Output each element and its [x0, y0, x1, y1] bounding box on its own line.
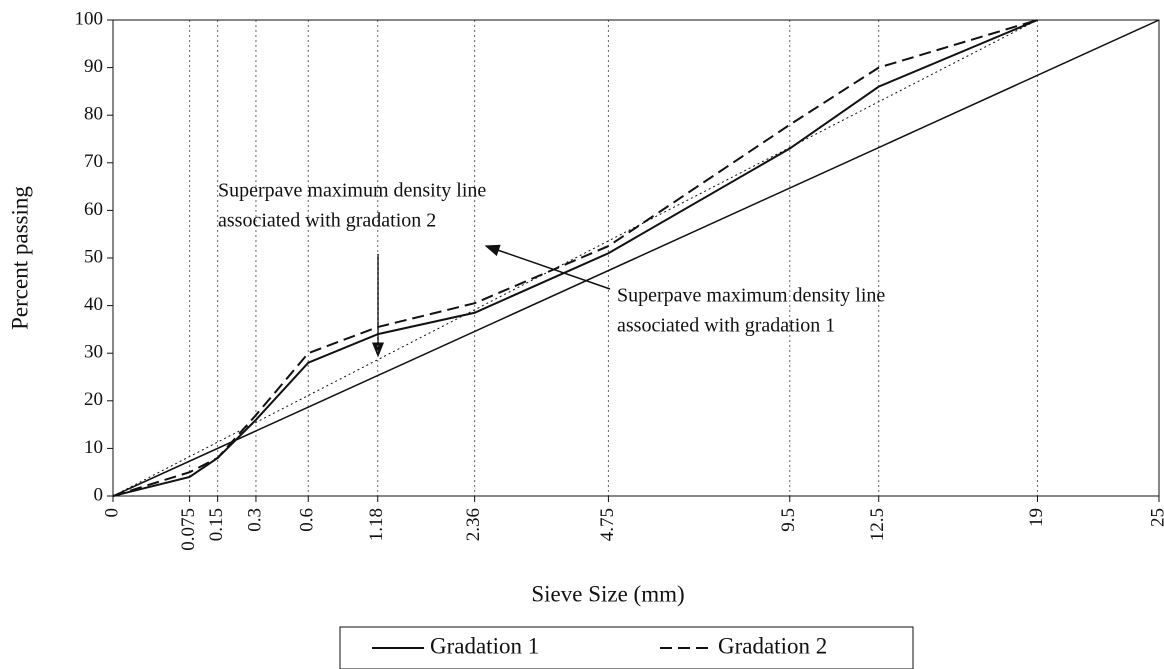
y-axis-title: Percent passing [7, 186, 32, 330]
annotation: Superpave maximum density line [218, 180, 486, 202]
x-tick-label: 0.6 [297, 508, 318, 532]
series-line [112, 19, 1038, 497]
y-tick-label: 30 [84, 342, 103, 363]
plot-frame [112, 19, 1160, 497]
y-tick-label: 70 [84, 151, 103, 172]
x-axis-title: Sieve Size (mm) [531, 581, 684, 606]
annotation: associated with gradation 2 [218, 210, 436, 232]
x-tick-label: 0 [101, 508, 122, 518]
y-tick-label: 90 [84, 56, 103, 77]
density-line [112, 19, 1038, 497]
y-tick-label: 100 [75, 8, 104, 29]
y-tick-label: 20 [84, 389, 103, 410]
x-tick-label: 4.75 [597, 508, 618, 541]
y-tick-label: 60 [84, 199, 103, 220]
series-line [112, 19, 1038, 497]
legend-label: Gradation 2 [718, 633, 827, 658]
y-tick-label: 40 [84, 294, 103, 315]
annotation: associated with gradation 1 [617, 315, 835, 337]
legend-label: Gradation 1 [430, 633, 539, 658]
density-line [112, 19, 1160, 497]
x-tick-label: 9.5 [778, 508, 799, 532]
x-tick-label: 0.075 [178, 508, 199, 551]
y-tick-label: 80 [84, 104, 103, 125]
legend-box [339, 626, 914, 669]
x-tick-label: 19 [1026, 508, 1047, 527]
x-tick-label: 0.15 [206, 508, 227, 541]
annotation-arrow [484, 244, 611, 290]
x-tick-label: 12.5 [867, 508, 888, 541]
y-tick-label: 0 [94, 484, 104, 505]
x-tick-label: 2.36 [463, 508, 484, 541]
x-tick-label: 1.18 [366, 508, 387, 541]
x-tick-label: 0.3 [244, 508, 265, 532]
y-tick-label: 50 [84, 246, 103, 267]
y-tick-label: 10 [84, 437, 103, 458]
annotation: Superpave maximum density line [617, 285, 885, 307]
x-tick-label: 25 [1147, 508, 1164, 527]
